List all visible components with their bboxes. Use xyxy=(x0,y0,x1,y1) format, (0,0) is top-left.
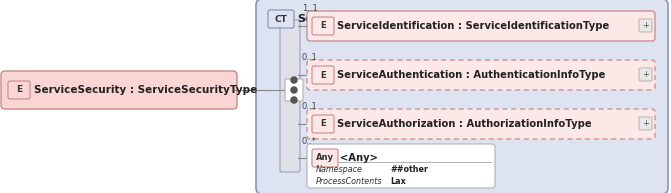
Text: 0..1: 0..1 xyxy=(302,102,318,111)
Text: Namespace: Namespace xyxy=(316,166,363,174)
FancyBboxPatch shape xyxy=(280,20,300,172)
Text: ServiceSecurity : ServiceSecurityType: ServiceSecurity : ServiceSecurityType xyxy=(34,85,257,95)
Text: ServiceIdentification : ServiceIdentificationType: ServiceIdentification : ServiceIdentific… xyxy=(337,21,609,31)
Text: +: + xyxy=(642,119,649,128)
FancyBboxPatch shape xyxy=(639,19,652,32)
FancyBboxPatch shape xyxy=(639,68,652,81)
FancyBboxPatch shape xyxy=(8,81,30,99)
Text: 0..*: 0..* xyxy=(302,137,317,146)
FancyBboxPatch shape xyxy=(312,66,334,84)
FancyBboxPatch shape xyxy=(307,144,495,188)
FancyBboxPatch shape xyxy=(307,109,655,139)
Text: CT: CT xyxy=(274,14,287,24)
Text: +: + xyxy=(642,70,649,79)
Text: E: E xyxy=(320,70,326,80)
Text: Any: Any xyxy=(316,153,334,163)
Text: 0..1: 0..1 xyxy=(302,53,318,62)
Text: ServiceAuthentication : AuthenticationInfoType: ServiceAuthentication : AuthenticationIn… xyxy=(337,70,605,80)
Text: ServiceSecurityType: ServiceSecurityType xyxy=(297,14,424,24)
Text: ##other: ##other xyxy=(390,166,428,174)
FancyBboxPatch shape xyxy=(639,117,652,130)
FancyBboxPatch shape xyxy=(268,10,294,28)
FancyBboxPatch shape xyxy=(312,115,334,133)
Text: E: E xyxy=(16,85,22,95)
Text: +: + xyxy=(642,21,649,30)
FancyBboxPatch shape xyxy=(312,149,338,167)
Text: E: E xyxy=(320,21,326,30)
FancyBboxPatch shape xyxy=(1,71,237,109)
Text: E: E xyxy=(320,119,326,129)
FancyBboxPatch shape xyxy=(307,60,655,90)
Text: 1..1: 1..1 xyxy=(302,4,318,13)
Text: <Any>: <Any> xyxy=(340,153,378,163)
FancyBboxPatch shape xyxy=(307,11,655,41)
Text: ProcessContents: ProcessContents xyxy=(316,177,382,185)
Text: Lax: Lax xyxy=(390,177,406,185)
Circle shape xyxy=(291,96,297,103)
FancyBboxPatch shape xyxy=(256,0,668,193)
Circle shape xyxy=(291,86,297,93)
FancyBboxPatch shape xyxy=(312,17,334,35)
FancyBboxPatch shape xyxy=(285,79,303,101)
Circle shape xyxy=(291,76,297,84)
Text: ServiceAuthorization : AuthorizationInfoType: ServiceAuthorization : AuthorizationInfo… xyxy=(337,119,592,129)
